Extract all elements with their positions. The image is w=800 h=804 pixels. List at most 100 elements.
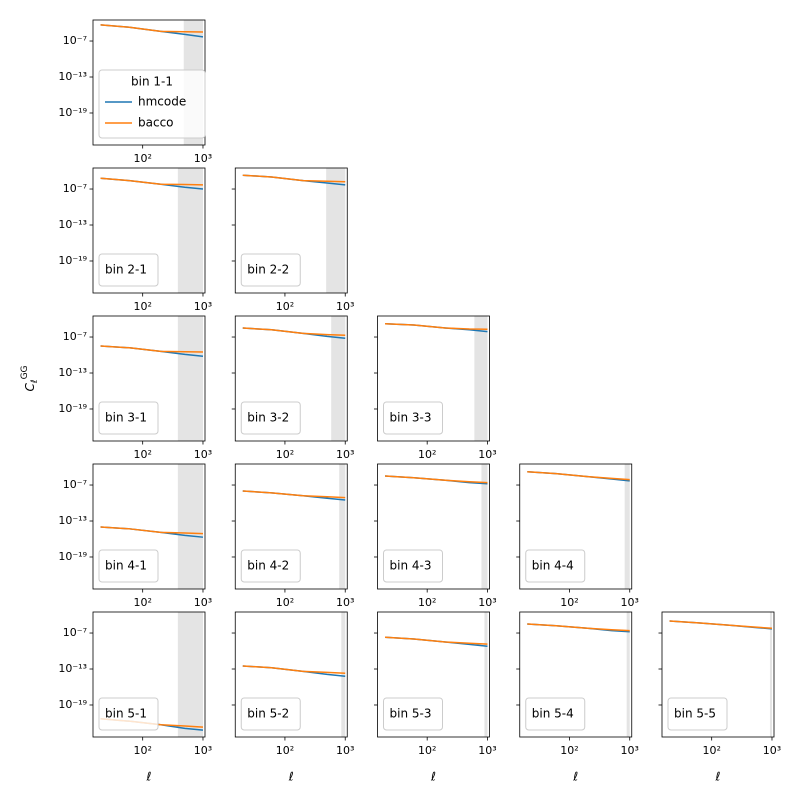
- shaded-region: [474, 316, 488, 441]
- legend-title: bin 1-1: [131, 75, 173, 89]
- line: [669, 620, 773, 629]
- legend-title: bin 5-2: [247, 707, 289, 721]
- axes-frame: [234, 315, 348, 442]
- legend-box: [240, 401, 301, 435]
- x-tick-label: 10²: [418, 744, 436, 757]
- plot-area: [100, 316, 204, 441]
- x-tick-label: 10²: [276, 448, 294, 461]
- legend-box: [98, 697, 159, 731]
- legend-box: [240, 253, 301, 287]
- axes-frame: [92, 463, 206, 590]
- x-tick-label: 10²: [560, 596, 578, 609]
- x-tick-label: 10²: [702, 744, 720, 757]
- panel: 10² 10³ 10⁻¹⁹ 10⁻¹³ 10⁻⁷ bin 2-1: [58, 167, 212, 313]
- plot-area: [384, 612, 488, 737]
- line: [100, 177, 203, 186]
- y-tick-label: 10⁻¹⁹: [58, 254, 87, 267]
- line: [242, 665, 346, 674]
- legend-label: bacco: [138, 116, 174, 130]
- axes-frame: [661, 611, 775, 738]
- legend-title: bin 3-1: [105, 411, 147, 425]
- legend-title: bin 3-3: [390, 411, 432, 425]
- line: [384, 475, 488, 484]
- panel: 10² 10³ bin 3-3: [374, 315, 497, 461]
- line: [384, 323, 488, 330]
- y-tick-label: 10⁻¹³: [58, 366, 87, 379]
- panel: 10² 10³ 10⁻¹⁹ 10⁻¹³ 10⁻⁷ bin 1-1 hmcode bacco: [58, 19, 212, 165]
- x-tick-label: 10²: [133, 448, 151, 461]
- x-tick-label: 10³: [194, 744, 212, 757]
- shaded-region: [326, 168, 346, 293]
- legend: bin 5-3: [383, 697, 443, 731]
- line: [527, 471, 630, 481]
- legend-box: [98, 549, 159, 583]
- legend: bin 3-3: [383, 401, 443, 435]
- legend-title: bin 4-1: [105, 559, 147, 573]
- plot-area: [527, 612, 630, 737]
- panel: 10² 10³ bin 3-2: [231, 315, 354, 461]
- legend-title: bin 5-5: [674, 707, 716, 721]
- legend-box: [383, 697, 443, 731]
- plot-area: [242, 168, 346, 293]
- axes-frame: [92, 167, 206, 294]
- panel: 10² 10³ ℓ bin 5-4: [516, 611, 639, 784]
- legend-box: [98, 69, 206, 139]
- x-tick-label: 10²: [418, 596, 436, 609]
- legend: bin 4-4: [525, 549, 586, 583]
- x-tick-label: 10³: [621, 596, 639, 609]
- line: [242, 327, 346, 336]
- y-tick-label: 10⁻¹³: [58, 70, 87, 83]
- panel: 10² 10³ bin 4-2: [231, 463, 354, 609]
- x-tick-label: 10³: [478, 744, 496, 757]
- legend-box: [98, 401, 159, 435]
- legend: bin 5-5: [667, 697, 728, 731]
- legend-title: bin 5-3: [390, 707, 432, 721]
- shaded-region: [177, 464, 203, 589]
- legend-title: bin 4-4: [532, 559, 574, 573]
- panel: 10² 10³ 10⁻¹⁹ 10⁻¹³ 10⁻⁷ ℓ bin 5-1: [58, 611, 212, 784]
- line: [242, 174, 346, 183]
- plot-area: [242, 464, 346, 589]
- x-tick-label: 10²: [418, 448, 436, 461]
- shaded-region: [341, 612, 346, 737]
- legend: bin 5-4: [525, 697, 586, 731]
- shaded-region: [331, 316, 346, 441]
- axes-frame: [377, 611, 490, 738]
- legend-box: [240, 549, 301, 583]
- x-tick-label: 10³: [478, 596, 496, 609]
- x-tick-label: 10³: [336, 448, 354, 461]
- y-tick-label: 10⁻¹⁹: [58, 402, 87, 415]
- legend-title: bin 2-1: [105, 263, 147, 277]
- x-tick-label: 10²: [133, 152, 151, 165]
- x-tick-label: 10³: [621, 744, 639, 757]
- legend-title: bin 4-2: [247, 559, 289, 573]
- y-label-sup: GG: [20, 365, 30, 379]
- line: [100, 345, 203, 353]
- y-tick-label: 10⁻¹³: [58, 218, 87, 231]
- y-tick-label: 10⁻⁷: [63, 478, 87, 491]
- y-tick-label: 10⁻⁷: [63, 626, 87, 639]
- line: [527, 623, 630, 632]
- x-tick-label: 10²: [560, 744, 578, 757]
- x-tick-label: 10²: [133, 744, 151, 757]
- legend: bin 4-2: [240, 549, 301, 583]
- legend-title: bin 3-2: [247, 411, 289, 425]
- line: [242, 490, 346, 499]
- legend-title: bin 4-3: [390, 559, 432, 573]
- axes-frame: [377, 315, 490, 442]
- shaded-region: [624, 464, 630, 589]
- x-tick-label: 10³: [478, 448, 496, 461]
- legend: bin 3-2: [240, 401, 301, 435]
- y-tick-label: 10⁻¹⁹: [58, 106, 87, 119]
- panel: 10² 10³ bin 2-2: [231, 167, 354, 313]
- y-tick-label: 10⁻¹⁹: [58, 550, 87, 563]
- shaded-region: [177, 316, 203, 441]
- x-axis-label: ℓ: [430, 770, 436, 784]
- plot-area: [100, 612, 204, 737]
- plot-area: [100, 464, 204, 589]
- legend-box: [667, 697, 728, 731]
- panel: 10² 10³ bin 4-4: [516, 463, 639, 609]
- shaded-region: [626, 612, 630, 737]
- y-tick-label: 10⁻⁷: [63, 182, 87, 195]
